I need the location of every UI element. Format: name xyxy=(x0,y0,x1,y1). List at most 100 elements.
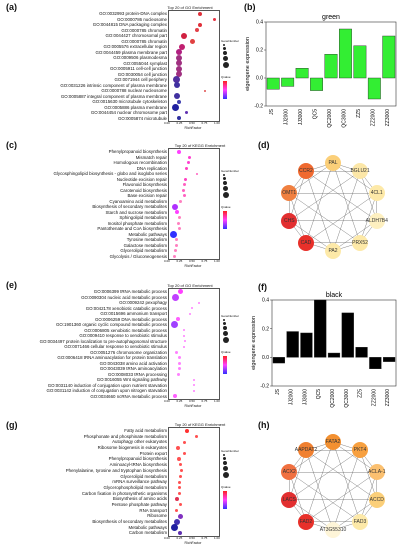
enrichment-dot xyxy=(178,463,182,467)
enrichment-dot xyxy=(176,221,180,225)
enrichment-term: GO:0009410 response to xenobiotic stimul… xyxy=(79,333,167,338)
x-tick-label: 0.25 xyxy=(176,536,183,540)
enrichment-dot xyxy=(178,199,182,203)
panel-g-title: Top 20 of KEGG Enrichment xyxy=(174,422,226,427)
enrichment-term: Nucleotide excision repair xyxy=(116,176,167,182)
bar xyxy=(281,77,295,87)
enrichment-dot xyxy=(177,367,181,371)
bar xyxy=(324,54,338,79)
x-tick-label: 1.00 xyxy=(214,259,220,263)
enrichment-term: Glycerolipid metabolism xyxy=(120,248,167,253)
enrichment-dot xyxy=(178,503,182,507)
network-node: FAD3 xyxy=(352,513,369,530)
panel-a-title: Top 20 of GO Enrichment xyxy=(167,5,213,10)
y-tick-label: 0.4 xyxy=(262,298,269,304)
enrichment-term: Glycerolipid metabolism xyxy=(120,473,167,479)
category-label: QC3000 xyxy=(341,109,347,128)
enrichment-term: GO:0030054 cell junction xyxy=(117,71,167,77)
panel-label-g: (g) xyxy=(6,420,18,430)
network-node: PRX52 xyxy=(352,234,369,251)
enrichment-term: Biosynthesis of secondary metabolites xyxy=(92,204,167,209)
network-edge xyxy=(305,162,334,243)
enrichment-term: GO:0015630 microtubule cytoskeleton xyxy=(92,99,167,104)
enrichment-term: GO:0034660 ncRNA metabolic process xyxy=(90,393,167,399)
network-node: FATA2 xyxy=(325,434,341,450)
plot-frame xyxy=(265,21,397,107)
enrichment-term: Pentose phosphate pathway xyxy=(111,501,167,507)
network-edge xyxy=(289,450,307,500)
category-label: QC2000 xyxy=(327,109,333,128)
enrichment-term: GO:0090304 nucleic acid metabolic proces… xyxy=(81,294,167,300)
enrichment-dot xyxy=(183,177,187,181)
category-label: QC5 xyxy=(316,389,322,400)
enrichment-dot xyxy=(173,249,177,253)
enrichment-dot xyxy=(177,361,181,365)
network-edge xyxy=(289,450,361,500)
x-tick-label: 0.50 xyxy=(189,121,195,125)
enrichment-term: GO:0000788 nuclear nucleosome xyxy=(101,88,167,93)
enrichment-dot xyxy=(175,238,178,242)
category-label: ZZ2000 xyxy=(370,109,376,126)
legend-heading: GeneNumber xyxy=(221,314,240,318)
legend-size-dot xyxy=(223,472,229,479)
enrichment-dot xyxy=(195,172,198,175)
enrichment-dot xyxy=(203,89,207,92)
enrichment-dot xyxy=(182,334,186,337)
enrichment-dot xyxy=(176,317,180,322)
network-node: AT3G55310 xyxy=(320,522,346,538)
chart-title: black xyxy=(326,292,343,299)
enrichment-dot xyxy=(184,166,188,170)
panel-label-d: (d) xyxy=(258,140,270,150)
enrichment-dot xyxy=(176,65,182,72)
enrichment-term: GO:0005886 plasma membrane xyxy=(104,104,167,110)
bar xyxy=(339,28,352,79)
enrichment-dot xyxy=(190,38,195,44)
enrichment-dot xyxy=(175,508,178,512)
panel-e-title: Top 20 of GO Enrichment xyxy=(167,283,213,288)
category-label: JS xyxy=(269,108,275,115)
network-edge xyxy=(305,171,377,221)
bar xyxy=(341,312,354,358)
enrichment-dot xyxy=(184,340,186,343)
network-edge xyxy=(289,162,334,194)
x-tick-label: 1.00 xyxy=(214,399,220,403)
legend-color-bar xyxy=(223,210,227,229)
enrichment-term: GO:0015696 ammonium transport xyxy=(100,311,167,316)
category-label: QC2000 xyxy=(330,389,336,408)
enrichment-dot xyxy=(174,497,179,502)
panel-c-terms: Phenylpropanoid biosynthesis Mismatch rep… xyxy=(4,149,168,259)
network-edge xyxy=(359,171,377,221)
network-edges xyxy=(289,441,377,531)
enrichment-dot xyxy=(177,356,181,360)
enrichment-term: Phenylalanine, tyrosine and tryptophan b… xyxy=(65,467,167,473)
y-tick-label: 0.4 xyxy=(256,20,263,26)
enrichment-term: RNA transport xyxy=(139,507,167,513)
enrichment-term: Glycolysis / Gluconeogenesis xyxy=(109,253,167,259)
enrichment-dot xyxy=(173,394,177,399)
panel-c-legend: GeneNumber Qvalue xyxy=(221,169,239,229)
network-node: CHS xyxy=(281,212,298,229)
enrichment-dot xyxy=(189,312,191,315)
network-node: AAPDAT2 xyxy=(295,442,317,459)
network-node: 4CL1 xyxy=(368,185,385,202)
enrichment-term: Phenylpropanoid biosynthesis xyxy=(108,149,167,154)
enrichment-term: Glycosphingolipid biosynthesis - globo a… xyxy=(53,171,168,176)
enrichment-term: GO:0055044 symplast xyxy=(123,60,167,66)
enrichment-term: Phosphonate and phosphinate metabolism xyxy=(83,433,167,439)
legend-color-bar xyxy=(223,355,227,374)
enrichment-dot xyxy=(183,345,185,348)
legend-size-dot xyxy=(223,56,228,62)
enrichment-dot xyxy=(212,17,216,21)
network-node: PA2 xyxy=(325,243,341,259)
network-node: ALDH7B4 xyxy=(366,212,388,229)
x-tick-label: 1.00 xyxy=(214,536,220,540)
enrichment-dot xyxy=(186,161,190,165)
network-edge xyxy=(305,171,334,252)
enrichment-dot xyxy=(176,54,182,61)
legend-size-dot xyxy=(223,454,225,457)
legend-heading: Qvalue xyxy=(221,485,231,490)
enrichment-term: Ribosome biogenesis in eukaryotes xyxy=(97,445,167,451)
eigengene-chart-green: green eigengene expression -0.2 0.0 0.2 0.4 JS… xyxy=(245,14,397,128)
enrichment-term: GO:0071466 cellular response to xenobiot… xyxy=(64,344,167,349)
category-label: JJ2000 xyxy=(284,109,290,125)
